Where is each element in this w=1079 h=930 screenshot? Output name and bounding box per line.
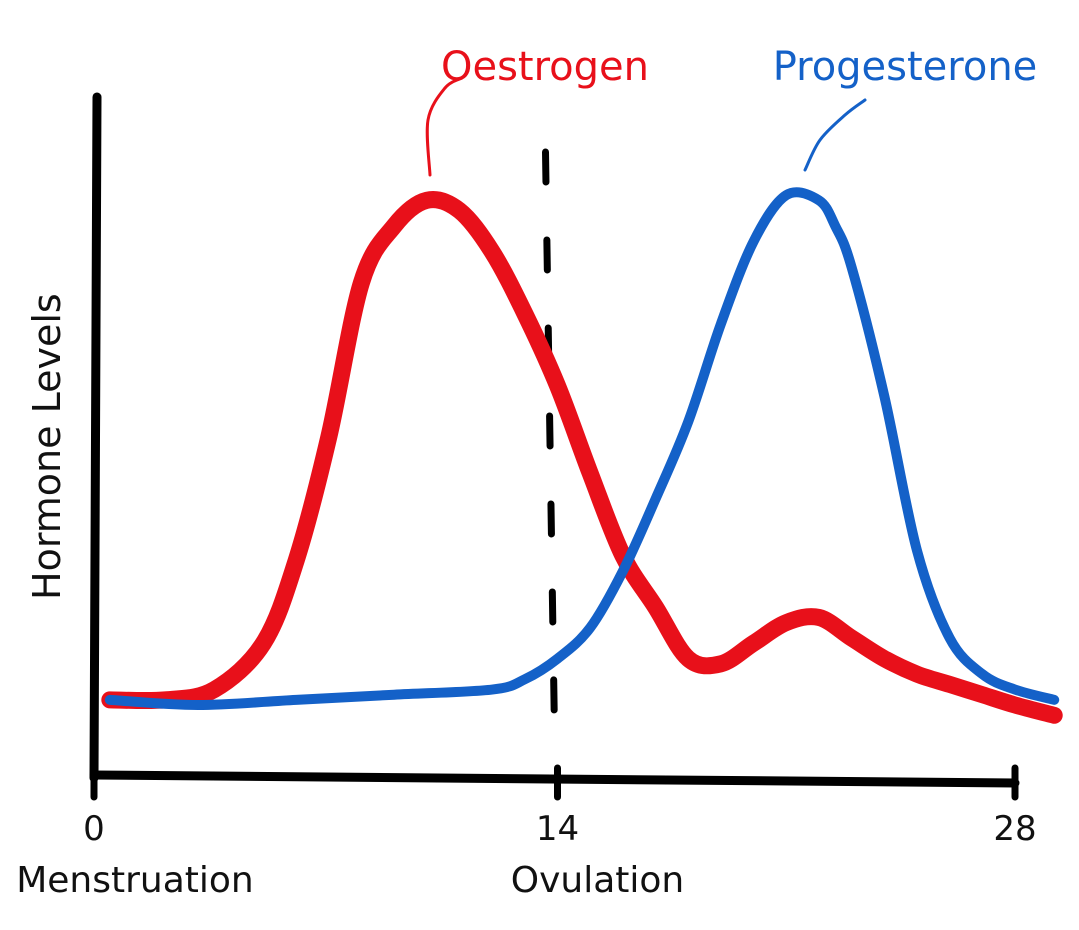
series-leader-1: [803, 98, 867, 172]
series-line-0: [101, 191, 1063, 724]
x-tick-caption-1: Ovulation: [511, 860, 684, 901]
series-label-1: Progesterone: [773, 44, 1038, 90]
x-tick-label-1: 14: [536, 809, 579, 849]
y-axis-label: Hormone Levels: [25, 293, 69, 600]
series-line-1: [104, 187, 1060, 710]
x-tick-caption-0: Menstruation: [16, 860, 254, 901]
x-tick-label-2: 28: [993, 809, 1036, 849]
x-tick-label-0: 0: [83, 809, 105, 849]
ovulation-dashed-line: [542, 148, 558, 736]
series-label-0: Oestrogen: [441, 44, 649, 90]
series-leader-0: [425, 76, 464, 177]
y-axis: [89, 92, 102, 783]
